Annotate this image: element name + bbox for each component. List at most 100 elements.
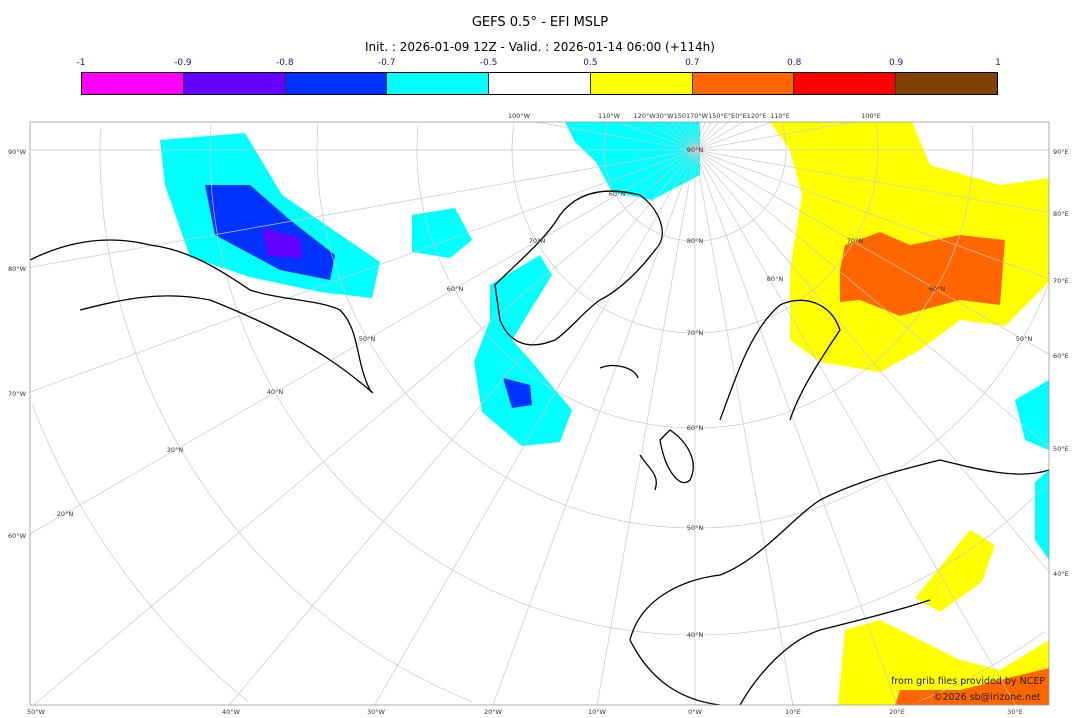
- source-credit: from grib files provided by NCEP: [891, 676, 1046, 687]
- map-frame: [29, 121, 1050, 706]
- map-grid-label: 10°E: [785, 708, 801, 716]
- colorbar-segment: [692, 73, 795, 94]
- efi-purple-canada: [262, 228, 302, 258]
- map-grid-label: 20°E: [889, 708, 905, 716]
- map-grid-label: 60°N: [687, 424, 704, 432]
- colorbar-segment: [794, 73, 897, 94]
- colorbar-tick-label: 0.7: [685, 58, 700, 68]
- meridian-line: [492, 149, 696, 705]
- map-grid-label: 60°N: [447, 285, 464, 293]
- meridian-line: [617, 122, 696, 151]
- copyright: ©2026 sb@irizone.net: [933, 692, 1041, 703]
- colorbar-tick-label: -0.9: [174, 58, 192, 68]
- meridian-line: [694, 149, 1049, 573]
- meridian-line: [671, 122, 696, 151]
- map-grid-label: 80°N: [687, 237, 704, 245]
- map-grid-label: 60°W: [8, 532, 27, 540]
- meridian-line: [30, 149, 696, 268]
- colorbar: [81, 72, 998, 95]
- efi-cyan-east1: [1015, 380, 1049, 450]
- colorbar-segment: [183, 73, 286, 94]
- efi-blue-greenland: [503, 378, 532, 408]
- latitude-circle: [603, 123, 787, 242]
- map-grid-label: 90°E: [1053, 148, 1069, 156]
- map-grid-label: 20°W: [484, 708, 503, 716]
- coastlines: [30, 190, 1049, 705]
- meridian-line: [694, 122, 773, 151]
- map-grid-label: 20°N: [57, 510, 74, 518]
- map-grid-label: 100°E: [861, 112, 881, 120]
- latitude-circle: [209, 124, 1045, 636]
- chart-title: GEFS 0.5° - EFI MSLP: [471, 15, 609, 30]
- map-grid-label: 60°N: [929, 285, 946, 293]
- colorbar-segment: [489, 73, 591, 94]
- map-grid-label: 70°E: [1053, 277, 1069, 285]
- map-grid-label: 50°E: [1053, 445, 1069, 453]
- chart-subtitle: Init. : 2026-01-09 12Z - Valid. : 2026-0…: [365, 40, 715, 54]
- latitude-circle: [781, 123, 787, 150]
- map-grid-label: 70°W: [8, 390, 27, 398]
- meridian-line: [694, 122, 744, 151]
- map-grid-label: 80°N: [767, 275, 784, 283]
- meridian-line: [694, 149, 794, 705]
- meridian-line: [694, 122, 719, 151]
- meridian-line: [694, 149, 1049, 448]
- latitude-circle: [971, 125, 974, 150]
- colorbar-tick-label: 0.8: [787, 58, 802, 68]
- colorbar-tick-label: -0.8: [275, 58, 294, 68]
- map-grid-label: 80°W: [8, 265, 27, 273]
- map-grid-label: 40°E: [1053, 570, 1069, 578]
- map-grid-label: 50°N: [359, 335, 376, 343]
- meridian-line: [694, 122, 701, 151]
- map-grid-label: 10°W: [588, 708, 607, 716]
- meridian-line: [689, 122, 696, 151]
- map-grid-label: 70°N: [529, 237, 546, 245]
- colorbar-segment: [285, 73, 388, 94]
- meridian-line: [694, 122, 706, 151]
- meridian-line: [694, 122, 854, 151]
- colorbar-tick-label: -1: [76, 58, 86, 68]
- map-grid-label: 80°E: [1053, 210, 1069, 218]
- latitude-circle: [99, 129, 473, 703]
- colorbar-tick-label: 0.9: [888, 58, 904, 68]
- meridian-line: [684, 122, 696, 151]
- efi-cyan-greenland: [474, 255, 572, 446]
- map-grid-label: 70°N: [687, 329, 704, 337]
- colorbar-tick-label: -0.7: [377, 58, 396, 68]
- meridian-line: [596, 149, 696, 705]
- map-grid-label: 60°N: [609, 190, 626, 198]
- map-grid-label: 0°W: [688, 708, 702, 716]
- efi-orange-siberia: [840, 232, 1005, 316]
- efi-cyan-baffin: [412, 208, 472, 258]
- map-grid-label: 90°W: [8, 148, 27, 156]
- meridian-line: [30, 149, 696, 535]
- map-grid-label: 40°W: [222, 708, 241, 716]
- meridian-line: [33, 149, 696, 705]
- meridian-line: [694, 149, 1049, 213]
- map-grid-label: 50°W: [27, 708, 46, 716]
- latitude-circle: [875, 124, 879, 150]
- meridian-line: [694, 149, 1049, 355]
- map-grid-label: 50°N: [687, 524, 704, 532]
- efi-fields: [160, 122, 1049, 705]
- efi-orange-med: [895, 668, 1049, 705]
- colorbar-segment: [590, 73, 693, 94]
- latitude-circle: [917, 631, 1045, 703]
- colorbar-segment: [82, 73, 184, 94]
- colorbar-segment: [896, 73, 998, 94]
- colorbar-tick-label: 1: [995, 58, 1001, 68]
- map-grid-label: 40°N: [687, 631, 704, 639]
- meridian-line: [694, 149, 898, 705]
- latitude-circle: [316, 123, 1049, 529]
- meridian-line: [694, 122, 729, 151]
- colorbar-tick-label: 0.5: [583, 58, 598, 68]
- map-grid-label: 120°W30°W150170°W150°E°E0°E120°E: [634, 112, 767, 120]
- colorbar-tick-label: -0.5: [479, 58, 498, 68]
- map-grid-label: 30°E: [1007, 708, 1023, 716]
- efi-yellow-blacksea: [915, 530, 995, 612]
- latitude-circle: [31, 404, 249, 703]
- map-grid-label: 30°N: [167, 446, 184, 454]
- map-grid-label: 100°W: [508, 112, 531, 120]
- meridian-line: [30, 149, 696, 393]
